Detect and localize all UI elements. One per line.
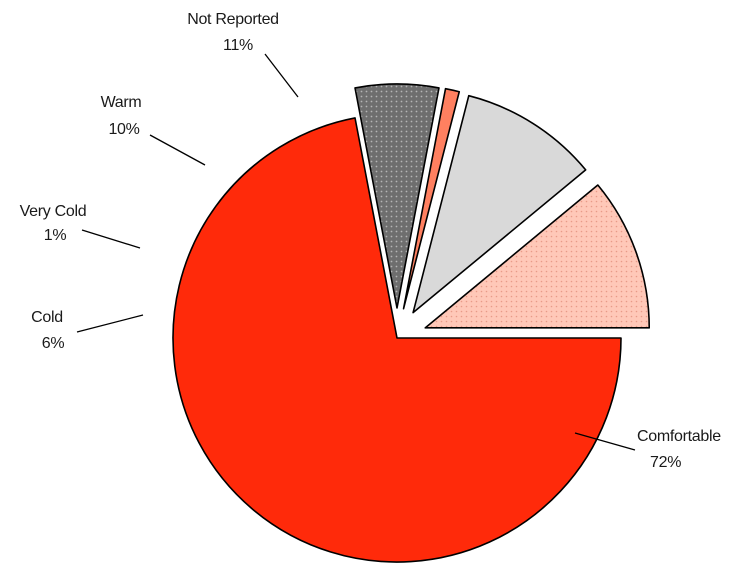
slice-label-not-reported: Not Reported	[187, 11, 279, 28]
pie-slices	[172, 83, 651, 563]
pie-slice-not-reported	[424, 184, 651, 329]
pie-slice-very-cold	[402, 87, 461, 310]
slice-value-comfortable: 72%	[650, 454, 681, 471]
slice-value-very-cold: 1%	[44, 227, 67, 244]
leader-line-very-cold	[81, 229, 141, 249]
slice-label-cold: Cold	[31, 309, 63, 326]
slice-label-very-cold: Very Cold	[20, 203, 87, 220]
slice-labels: Comfortable 72% Cold 6% Very Cold 1% Warm 10% No…	[20, 11, 722, 471]
slice-value-not-reported: 11%	[223, 37, 253, 54]
slice-value-warm: 10%	[108, 121, 139, 138]
leader-lines	[76, 53, 636, 451]
slice-label-warm: Warm	[101, 94, 142, 111]
leader-line-cold	[76, 314, 144, 333]
leader-line-comfortable	[574, 432, 636, 451]
leader-line-not-reported	[264, 53, 299, 98]
slice-value-cold: 6%	[42, 335, 65, 352]
slice-label-comfortable: Comfortable	[637, 428, 721, 445]
leader-line-warm	[149, 134, 206, 166]
pie-slice-comfortable	[172, 117, 622, 563]
pie-slice-warm	[412, 94, 587, 314]
pie-slice-cold	[354, 83, 440, 309]
